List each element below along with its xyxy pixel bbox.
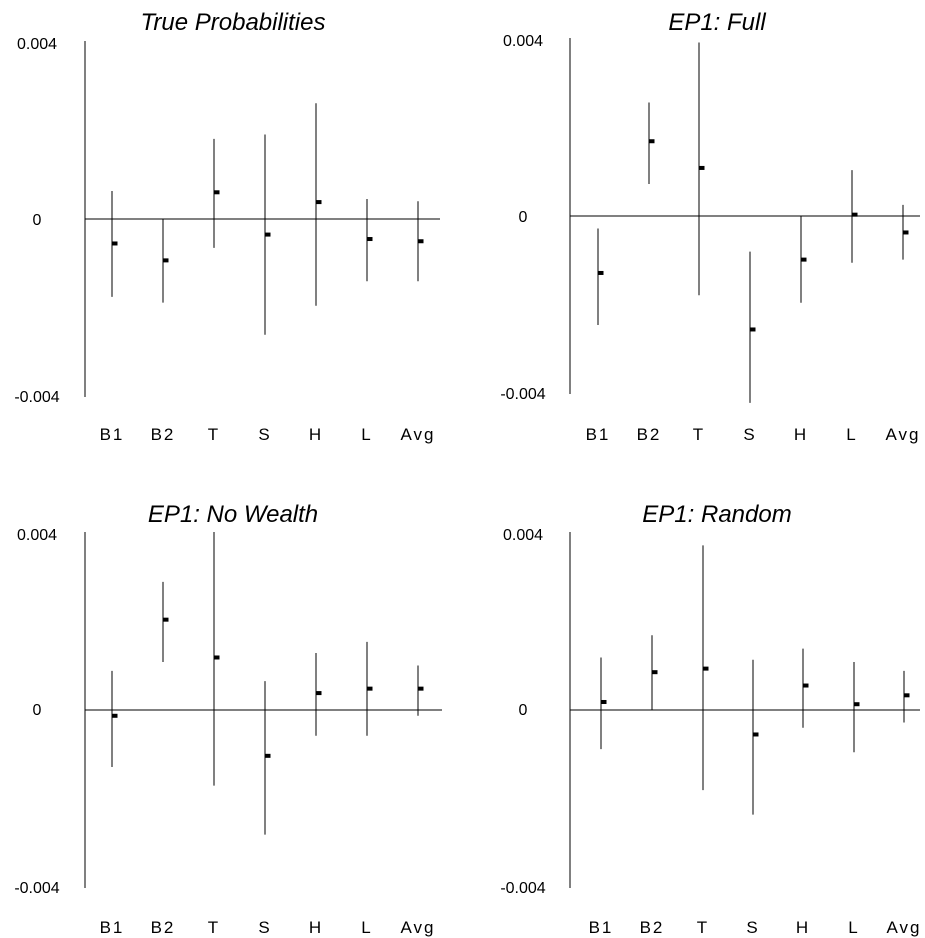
point-marker xyxy=(903,693,910,698)
y-tick-label: -0.004 xyxy=(14,389,59,406)
point-marker xyxy=(162,617,169,622)
chart-title: EP1: Random xyxy=(642,501,791,528)
point-marker xyxy=(597,270,604,275)
x-category-label: Avg xyxy=(401,425,436,444)
y-tick-label: 0 xyxy=(33,212,42,229)
point-marker xyxy=(752,732,759,737)
x-category-label: T xyxy=(208,918,220,937)
chart-panel-2: EP1: Full 0.004 0 -0.004 B1 B2 T S H L Avg xyxy=(500,9,920,444)
point-marker xyxy=(417,239,424,244)
point-marker xyxy=(800,257,807,262)
y-tick-label: 0 xyxy=(33,702,42,719)
y-tick-label: 0.004 xyxy=(17,527,57,544)
chart-panel-4: EP1: Random 0.004 0 -0.004 B1 B2 T S H L Avg xyxy=(500,501,922,937)
x-category-label: Avg xyxy=(887,918,922,937)
x-category-label: L xyxy=(848,918,859,937)
x-category-label: S xyxy=(258,918,271,937)
chart-panel-1: True Probabilities 0.004 0 -0.004 B1 B2 T S H L Av… xyxy=(14,9,440,444)
x-category-label: Avg xyxy=(886,425,921,444)
point-marker xyxy=(264,232,271,237)
point-marker xyxy=(366,237,373,242)
point-marker xyxy=(698,165,705,170)
y-tick-label: 0 xyxy=(519,702,528,719)
x-category-label: B1 xyxy=(100,918,125,937)
point-marker xyxy=(315,691,322,696)
point-marker xyxy=(111,241,118,246)
point-marker xyxy=(853,702,860,707)
point-marker xyxy=(651,670,658,675)
x-category-label: T xyxy=(697,918,709,937)
x-category-label: B1 xyxy=(586,425,611,444)
y-tick-label: 0.004 xyxy=(17,36,57,53)
point-marker xyxy=(213,655,220,660)
y-tick-label: -0.004 xyxy=(500,386,545,403)
chart-title: EP1: Full xyxy=(668,9,766,36)
x-category-label: B2 xyxy=(151,425,176,444)
y-tick-label: -0.004 xyxy=(500,880,545,897)
point-marker xyxy=(902,230,909,235)
x-category-label: H xyxy=(796,918,810,937)
x-category-label: L xyxy=(846,425,857,444)
point-marker xyxy=(417,686,424,691)
x-category-label: Avg xyxy=(401,918,436,937)
point-marker xyxy=(162,258,169,263)
point-marker xyxy=(600,699,607,704)
x-category-label: B2 xyxy=(151,918,176,937)
x-category-label: T xyxy=(208,425,220,444)
y-tick-label: -0.004 xyxy=(14,880,59,897)
point-marker xyxy=(264,753,271,758)
x-category-label: B2 xyxy=(637,425,662,444)
x-category-label: H xyxy=(309,425,323,444)
chart-panel-3: EP1: No Wealth 0.004 0 -0.004 B1 B2 T S H L Avg xyxy=(14,501,442,937)
chart-title: True Probabilities xyxy=(141,9,326,36)
x-category-label: H xyxy=(309,918,323,937)
point-marker xyxy=(802,683,809,688)
x-category-label: B1 xyxy=(589,918,614,937)
point-marker xyxy=(851,212,858,217)
x-category-label: L xyxy=(361,918,372,937)
point-marker xyxy=(749,327,756,332)
x-category-label: T xyxy=(693,425,705,444)
point-marker xyxy=(315,200,322,205)
point-marker xyxy=(648,139,655,144)
x-category-label: S xyxy=(746,918,759,937)
point-marker xyxy=(213,190,220,195)
x-category-label: S xyxy=(743,425,756,444)
y-tick-label: 0.004 xyxy=(503,527,543,544)
x-category-label: B1 xyxy=(100,425,125,444)
point-marker xyxy=(702,666,709,671)
chart-title: EP1: No Wealth xyxy=(148,501,318,528)
x-category-label: B2 xyxy=(640,918,665,937)
x-category-label: S xyxy=(258,425,271,444)
x-category-label: H xyxy=(794,425,808,444)
y-tick-label: 0.004 xyxy=(503,33,543,50)
y-tick-label: 0 xyxy=(519,209,528,226)
point-marker xyxy=(366,686,373,691)
x-category-label: L xyxy=(361,425,372,444)
point-marker xyxy=(111,713,118,718)
